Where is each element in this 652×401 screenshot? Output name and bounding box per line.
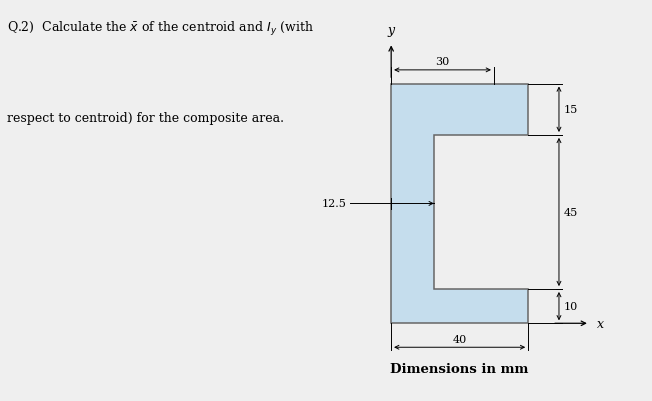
Polygon shape [391,84,528,324]
Text: Q.2)  Calculate the $\bar{x}$ of the centroid and $I_y$ (with: Q.2) Calculate the $\bar{x}$ of the cent… [7,20,313,38]
Text: Dimensions in mm: Dimensions in mm [391,362,529,375]
Text: y: y [387,24,394,36]
Text: 12.5: 12.5 [322,199,347,209]
Text: 45: 45 [564,207,578,217]
Text: 40: 40 [452,334,467,344]
Text: 10: 10 [564,302,578,312]
Text: 30: 30 [436,57,450,67]
Text: 15: 15 [564,105,578,115]
Text: respect to centroid) for the composite area.: respect to centroid) for the composite a… [7,111,284,124]
Text: x: x [597,317,604,330]
